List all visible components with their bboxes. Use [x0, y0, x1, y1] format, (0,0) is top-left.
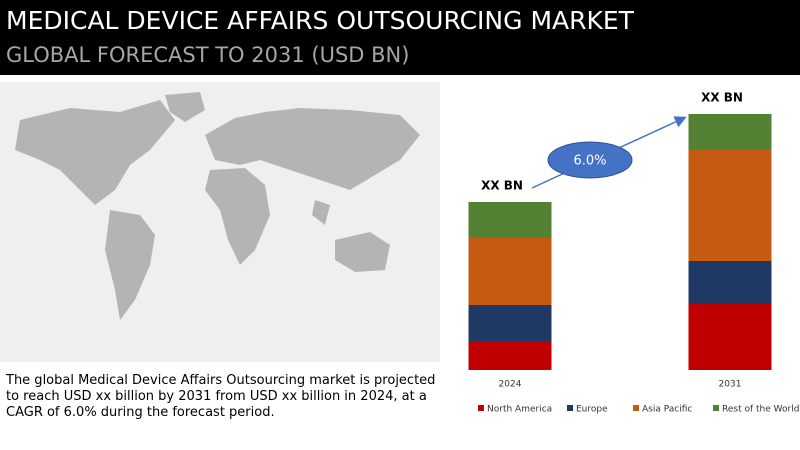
- header-band: [0, 0, 800, 75]
- x-tick-label: 2024: [499, 380, 522, 390]
- bar-segment: [468, 341, 552, 370]
- legend-swatch: [567, 405, 573, 411]
- bar-segment: [468, 305, 552, 341]
- legend-label: Rest of the World: [722, 405, 799, 415]
- cagr-bubble: [547, 141, 633, 179]
- world-map: [15, 92, 420, 320]
- x-tick-label: 2031: [719, 380, 742, 390]
- bar-segment: [688, 150, 772, 261]
- legend-swatch: [713, 405, 719, 411]
- legend-label: North America: [487, 405, 552, 415]
- legend-label: Europe: [576, 405, 608, 415]
- title: MEDICAL DEVICE AFFAIRS OUTSOURCING MARKE…: [6, 6, 635, 35]
- bar-segment: [688, 114, 772, 150]
- legend-label: Asia Pacific: [642, 405, 692, 415]
- bar-segment: [688, 261, 772, 304]
- bar-segment: [468, 202, 552, 238]
- bar-segment: [688, 304, 772, 370]
- subtitle: GLOBAL FORECAST TO 2031 (USD BN): [6, 43, 409, 67]
- total-label: XX BN: [701, 91, 743, 105]
- bar-segment: [468, 238, 552, 305]
- total-label: XX BN: [481, 179, 523, 193]
- legend-swatch: [478, 405, 484, 411]
- description: The global Medical Device Affairs Outsou…: [6, 373, 436, 420]
- cagr-label: 6.0%: [573, 154, 606, 169]
- legend-swatch: [633, 405, 639, 411]
